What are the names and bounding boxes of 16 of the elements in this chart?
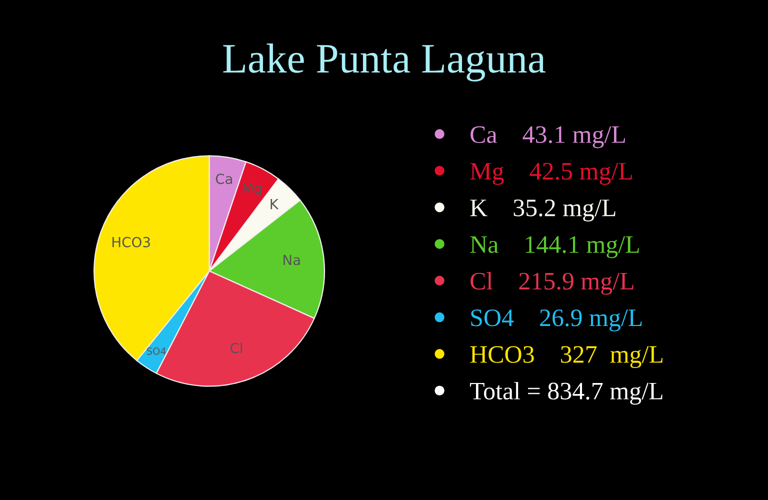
slice-label: Mg (243, 183, 262, 196)
category-label: HCO3 327 mg/L (470, 346, 662, 368)
slice-label: Cl (230, 342, 242, 354)
category-label: Na 144.1 mg/L (470, 236, 639, 258)
category-label: Mg 42.5 mg/L (470, 162, 632, 185)
slice-label: HCO3 (112, 236, 150, 248)
slice-label: K (270, 198, 279, 210)
category-label: Cl 215.9 mg/L (470, 272, 634, 295)
category-label: SO4 26.9 mg/L (471, 309, 642, 332)
slice-label: Na (284, 254, 300, 266)
category-label: K 35.2 mg/L (470, 200, 616, 222)
category-label: Ca 43.1 mg/L (470, 126, 625, 148)
chart-title: Lake Punta Laguna (223, 44, 546, 82)
slice-label: Ca (216, 174, 232, 184)
text: Total = 834.7 mg/L (470, 382, 662, 405)
slice-label: SO4 (146, 347, 166, 355)
